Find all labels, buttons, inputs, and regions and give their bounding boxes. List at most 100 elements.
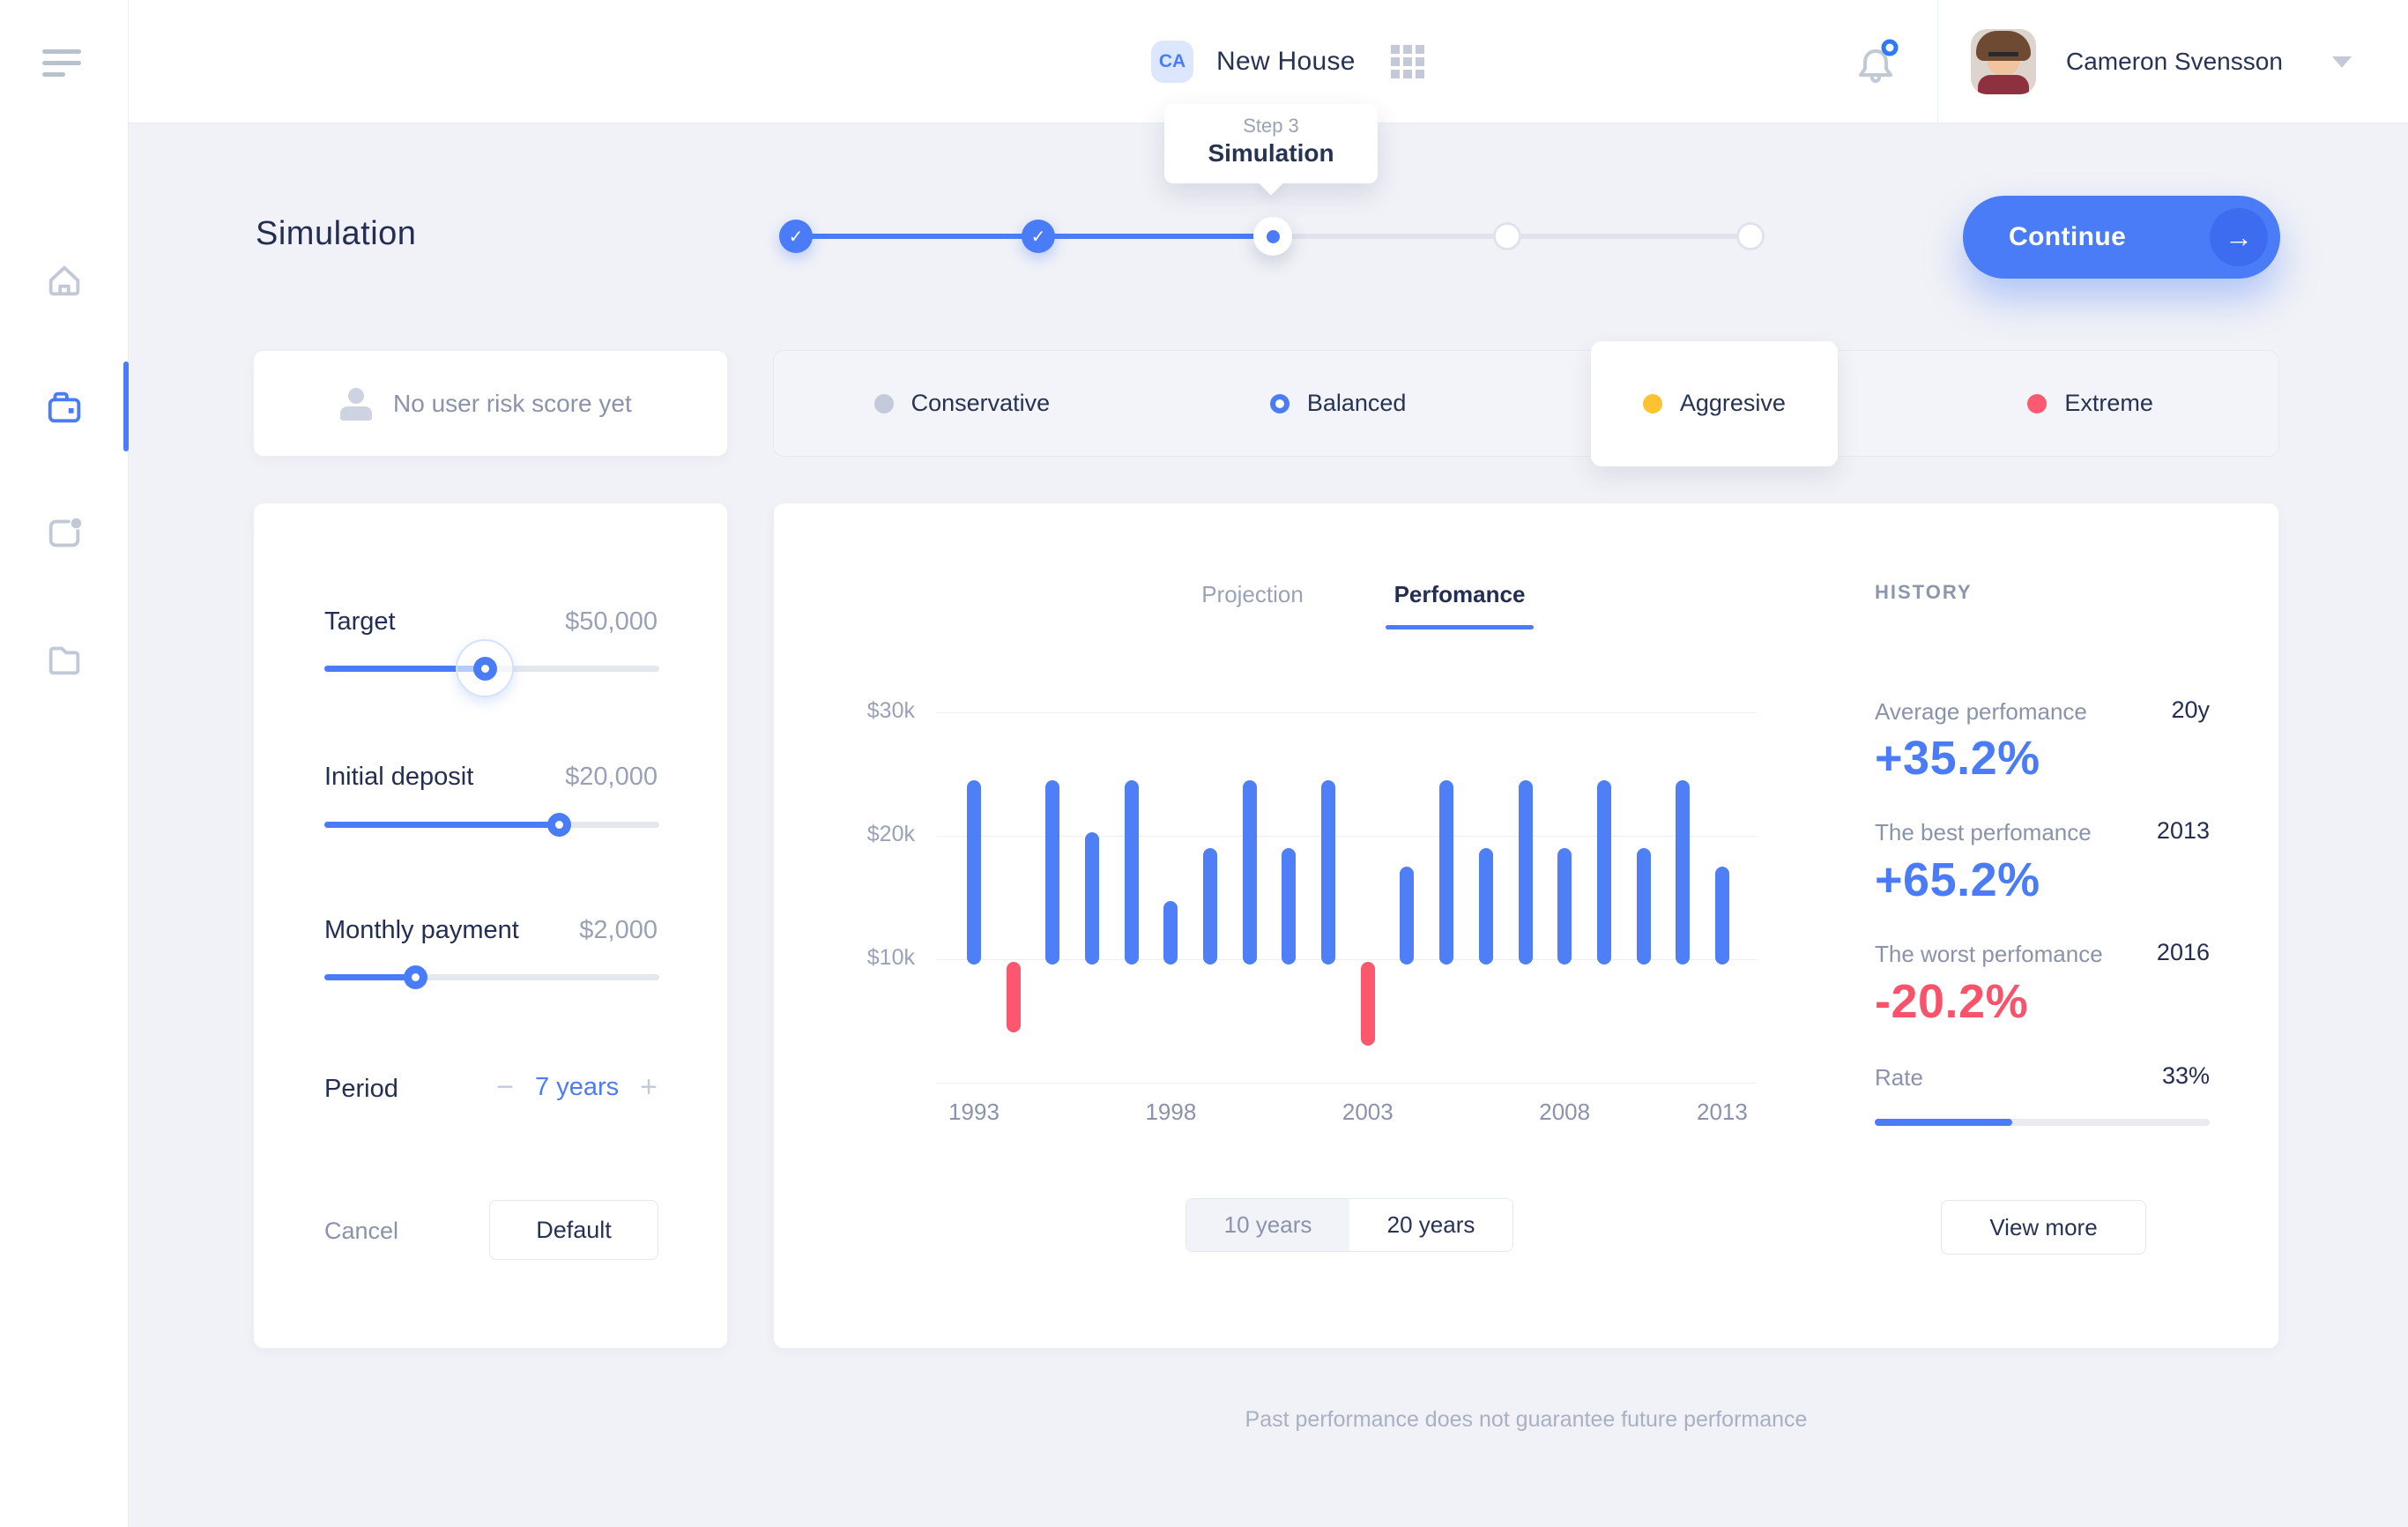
project-badge: CA: [1151, 41, 1193, 83]
tooltip-label: Simulation: [1208, 139, 1334, 167]
user-name[interactable]: Cameron Svensson: [2066, 48, 2283, 75]
history-row-label: The worst perfomance: [1875, 941, 2103, 967]
chevron-down-icon[interactable]: [2332, 56, 2352, 68]
step-tooltip: Step 3 Simulation: [1164, 104, 1378, 183]
y-axis-tick: $30k: [866, 698, 915, 723]
bar-1996[interactable]: [1085, 831, 1100, 965]
risk-score-empty-label: No user risk score yet: [393, 389, 632, 417]
tab-projection[interactable]: Projection: [1201, 581, 1304, 607]
risk-option-label: Conservative: [910, 390, 1051, 416]
y-axis-tick: $10k: [866, 945, 915, 970]
cancel-link[interactable]: Cancel: [324, 1218, 399, 1244]
apps-grid-icon[interactable]: [1390, 45, 1424, 78]
monthly-payment-slider-thumb[interactable]: [403, 965, 427, 989]
avatar[interactable]: [1971, 29, 2036, 94]
initial-deposit-slider-thumb[interactable]: [547, 813, 571, 837]
history-row-value: +35.2%: [1875, 732, 2040, 785]
step-node-1-done[interactable]: ✓: [779, 220, 813, 253]
gridline-$10k: [937, 959, 1757, 960]
bar-1995[interactable]: [1045, 780, 1060, 965]
bar-2011[interactable]: [1676, 780, 1691, 965]
range-toggle: 10 years 20 years: [1185, 1198, 1513, 1252]
gridline-$30k: [937, 712, 1757, 713]
bar-2009[interactable]: [1596, 780, 1611, 965]
bar-1998[interactable]: [1163, 901, 1178, 965]
risk-option-extreme[interactable]: Extreme: [1902, 351, 2278, 456]
bar-2001[interactable]: [1282, 848, 1297, 965]
conservative-dot-icon: [873, 393, 894, 413]
toggle-20-years[interactable]: 20 years: [1349, 1199, 1512, 1251]
bar-2003[interactable]: [1360, 962, 1375, 1047]
bar-1999[interactable]: [1203, 848, 1218, 965]
stepper: ✓ ✓: [778, 212, 1768, 264]
arrow-right-icon: →: [2210, 208, 2268, 266]
toggle-10-years[interactable]: 10 years: [1186, 1199, 1349, 1251]
step-node-3-current[interactable]: [1253, 217, 1292, 256]
notifications-button[interactable]: [1851, 37, 1904, 90]
risk-score-card: No user risk score yet: [253, 350, 728, 457]
bar-2012[interactable]: [1714, 867, 1729, 965]
period-increase-button[interactable]: +: [640, 1070, 658, 1104]
bar-2008[interactable]: [1557, 848, 1572, 965]
risk-option-conservative[interactable]: Conservative: [774, 351, 1150, 456]
history-row-meta: 20y: [2171, 696, 2210, 723]
rate-progress: [1875, 1119, 2210, 1126]
sidebar-active-indicator: [123, 361, 129, 451]
sidebar-item-home[interactable]: [44, 260, 85, 301]
step-node-4-todo[interactable]: [1493, 222, 1521, 250]
risk-option-balanced[interactable]: Balanced: [1150, 351, 1527, 456]
sidebar-item-portfolio[interactable]: [44, 387, 85, 428]
x-axis-tick-2003: 2003: [1341, 1099, 1394, 1125]
bar-2000[interactable]: [1242, 780, 1257, 965]
continue-button[interactable]: Continue →: [1963, 196, 2280, 279]
bar-1993[interactable]: [967, 780, 981, 965]
x-axis-tick-1998: 1998: [1145, 1099, 1197, 1125]
sidebar-item-reports[interactable]: [44, 513, 85, 554]
initial-deposit-slider[interactable]: [324, 813, 659, 837]
history-row-label: The best perfomance: [1875, 819, 2092, 845]
target-slider[interactable]: [324, 639, 659, 697]
bar-2006[interactable]: [1478, 848, 1493, 965]
extreme-dot-icon: [2027, 393, 2048, 413]
view-more-button[interactable]: View more: [1941, 1200, 2146, 1255]
y-axis-tick: $20k: [866, 822, 915, 846]
risk-option-label: Extreme: [2064, 390, 2153, 416]
risk-option-label: Aggresive: [1679, 390, 1786, 416]
continue-label: Continue: [2009, 222, 2127, 251]
target-label: Target: [324, 607, 396, 636]
bar-2004[interactable]: [1400, 867, 1415, 965]
history-row-meta: 2016: [2156, 939, 2210, 965]
monthly-payment-slider[interactable]: [324, 965, 659, 989]
history-row-meta: 2013: [2156, 817, 2210, 844]
step-node-2-done[interactable]: ✓: [1022, 220, 1055, 253]
bar-2002[interactable]: [1321, 780, 1336, 965]
gridline-$20k: [937, 836, 1757, 837]
folder-icon: [44, 646, 85, 682]
risk-option-aggresive[interactable]: Aggresive: [1527, 341, 1903, 466]
board-notification-icon: [44, 518, 85, 557]
default-button[interactable]: Default: [489, 1200, 658, 1260]
history-row-label: Average perfomance: [1875, 698, 2087, 725]
project-name: New House: [1216, 47, 1356, 76]
hamburger-menu-icon[interactable]: [42, 49, 83, 84]
sidebar-item-documents[interactable]: [44, 638, 85, 679]
chart-plot: $30k $20k $10k 1993 1998 2003 2008 2013: [867, 686, 1757, 1144]
history-row-value: -20.2%: [1875, 975, 2029, 1028]
disclaimer-text: Past performance does not guarantee futu…: [1245, 1407, 1808, 1432]
x-axis-tick-2008: 2008: [1539, 1099, 1591, 1125]
home-icon: [44, 265, 85, 304]
history-row-value: +65.2%: [1875, 853, 2040, 906]
bar-2007[interactable]: [1518, 780, 1533, 965]
initial-deposit-label: Initial deposit: [324, 763, 474, 791]
step-node-5-todo[interactable]: [1736, 222, 1765, 250]
bar-2005[interactable]: [1439, 780, 1454, 965]
tab-performance[interactable]: Perfomance: [1394, 581, 1526, 607]
target-slider-thumb[interactable]: [473, 657, 498, 681]
bar-2010[interactable]: [1636, 848, 1651, 965]
period-decrease-button[interactable]: −: [496, 1070, 515, 1104]
tooltip-step: Step 3: [1243, 115, 1299, 137]
bar-1997[interactable]: [1124, 780, 1139, 965]
bar-1994[interactable]: [1006, 962, 1021, 1032]
project-switcher[interactable]: CA New House: [1151, 0, 1424, 123]
check-icon: ✓: [788, 227, 804, 247]
